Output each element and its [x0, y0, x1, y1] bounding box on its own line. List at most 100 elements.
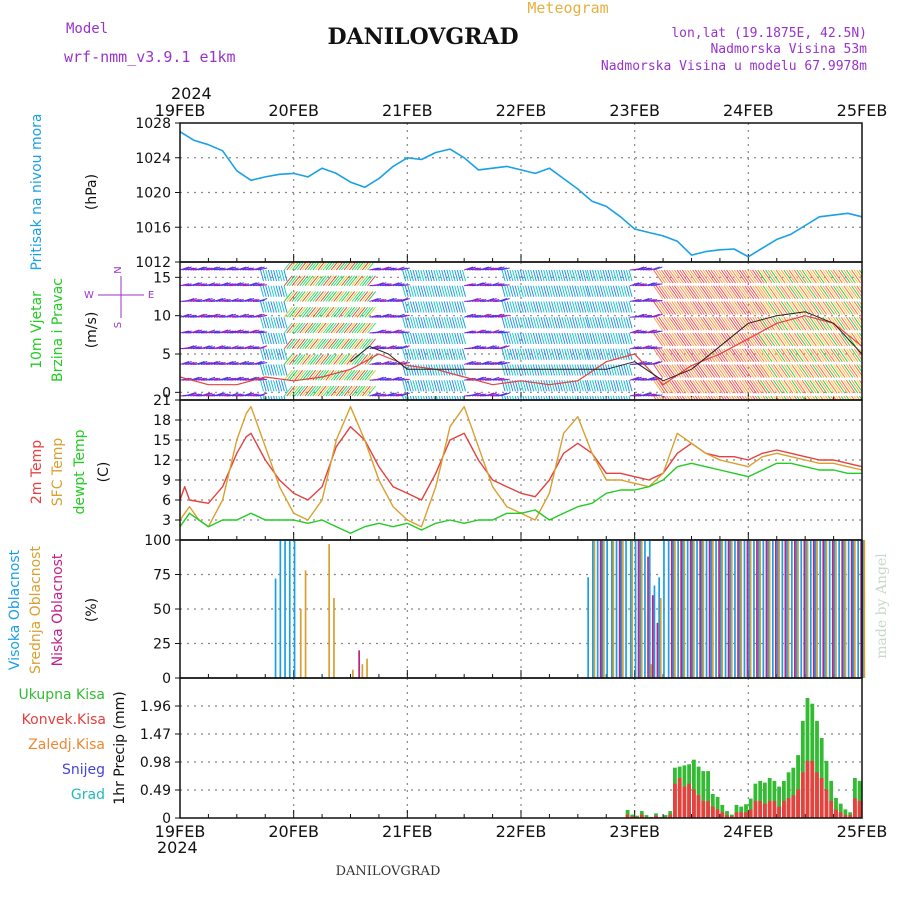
wind-barb	[211, 361, 221, 365]
precip-bar	[791, 767, 796, 818]
wind-barb	[809, 285, 820, 300]
wind-barb	[364, 338, 374, 350]
wind-barb	[527, 317, 532, 329]
wind-barb	[653, 394, 663, 397]
wind-barb	[692, 379, 703, 394]
wind-barb	[402, 348, 407, 360]
wind-barb	[571, 395, 574, 400]
time-label-top: 19FEB	[155, 101, 206, 120]
wind-barb	[328, 262, 336, 271]
wind-barb	[330, 275, 340, 287]
wind-barb	[620, 285, 625, 297]
wind-barb	[684, 269, 695, 284]
precip-bar	[857, 800, 862, 818]
y-tick-label: 12	[153, 453, 171, 469]
wind-barb	[666, 285, 677, 300]
wind-barb	[741, 395, 746, 400]
wind-barb	[335, 262, 344, 271]
wind-barb	[676, 379, 687, 394]
wind-barb	[425, 380, 430, 392]
wind-barb	[242, 298, 252, 302]
wind-barb	[390, 299, 400, 302]
wind-barb	[728, 395, 733, 400]
wind-barb	[294, 291, 304, 302]
wind-barb	[801, 379, 812, 394]
wind-barb	[361, 338, 371, 350]
wind-barb	[741, 364, 752, 378]
wind-barb	[582, 269, 587, 282]
wind-barb	[374, 376, 384, 381]
wind-barb	[806, 269, 817, 284]
wind-barb	[312, 338, 322, 350]
wind-barb	[471, 392, 482, 397]
wind-barb	[610, 317, 615, 329]
cloud-bar	[637, 540, 640, 678]
wind-barb	[338, 354, 348, 365]
precip-bar	[800, 772, 805, 818]
wind-barb	[553, 285, 558, 297]
wind-barb	[832, 348, 843, 363]
cloud-bar	[727, 540, 730, 678]
wind-barb	[459, 348, 464, 360]
wind-barb	[780, 301, 791, 315]
wind-barb	[296, 322, 306, 334]
cloud-bar	[644, 540, 646, 678]
wind-barb	[192, 282, 203, 287]
wind-barb	[211, 377, 221, 381]
wind-barb	[731, 379, 742, 394]
wind-barb	[835, 285, 846, 300]
cloud-bar	[847, 540, 850, 678]
wind-barb	[731, 395, 736, 400]
wind-barb	[250, 329, 260, 334]
wind-barb	[250, 376, 260, 381]
wind-barb	[333, 306, 343, 318]
wind-barb	[302, 275, 311, 287]
wind-barb	[435, 380, 440, 392]
cloud-bar	[648, 540, 651, 678]
wind-barb	[702, 316, 713, 331]
wind-barb	[522, 332, 527, 345]
wind-barb	[433, 317, 438, 329]
wind-barb	[291, 354, 301, 365]
wind-barb	[692, 395, 697, 400]
wind-barb	[407, 332, 412, 345]
precip-bar	[625, 814, 630, 818]
cloud-bar	[740, 540, 743, 678]
wind-barb	[671, 269, 682, 284]
cloud-bar	[843, 540, 845, 678]
wind-barb	[574, 332, 579, 345]
wind-barb	[765, 285, 776, 300]
wind-barb	[395, 266, 405, 271]
wind-barb	[736, 379, 747, 394]
wind-barb	[773, 395, 777, 400]
wind-barb	[192, 376, 203, 381]
wind-barb	[283, 275, 293, 287]
wind-barb	[490, 393, 500, 397]
wind-barb	[346, 322, 356, 334]
cloud-bar	[625, 540, 627, 678]
wind-barb	[723, 285, 734, 300]
wind-barb	[744, 269, 755, 284]
wind-barb	[671, 379, 682, 394]
wind-barb	[739, 364, 749, 378]
wind-barb	[843, 348, 854, 363]
wind-barb	[532, 285, 537, 297]
wind-barb	[705, 332, 716, 347]
wind-barb	[307, 322, 317, 334]
wind-barb	[618, 269, 623, 282]
wind-barb	[187, 392, 197, 397]
wind-barb	[195, 361, 205, 365]
wind-barb	[773, 269, 783, 284]
cloud-bar	[689, 540, 692, 678]
wind-barb	[346, 338, 356, 350]
wind-barb	[456, 317, 461, 329]
wind-barb	[519, 269, 524, 282]
wind-barb	[415, 269, 420, 282]
wind-barb	[615, 395, 618, 400]
wind-barb	[185, 298, 195, 302]
wind-barb	[211, 330, 221, 334]
wind-barb	[229, 298, 239, 302]
wind-barb	[778, 364, 789, 378]
wind-barb	[517, 364, 522, 376]
